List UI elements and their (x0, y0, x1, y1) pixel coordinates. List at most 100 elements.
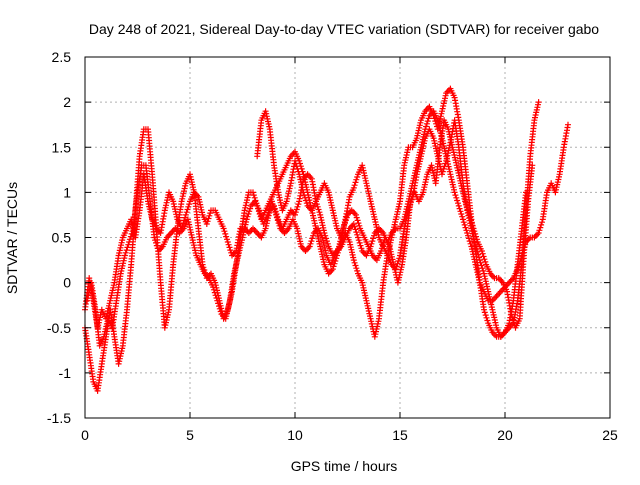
data-point (353, 187, 355, 189)
data-point (531, 164, 533, 166)
x-tick-label: 10 (287, 427, 303, 443)
data-point (433, 137, 435, 139)
data-point (452, 146, 453, 148)
data-point (254, 200, 256, 202)
data-point (399, 255, 401, 257)
data-point (416, 173, 418, 175)
data-point (466, 182, 468, 184)
data-point (134, 237, 136, 238)
data-point (542, 218, 544, 220)
data-point (296, 227, 298, 229)
data-point (334, 255, 336, 257)
data-point (145, 164, 147, 166)
data-point (332, 209, 334, 211)
data-point (370, 200, 372, 202)
data-point (454, 97, 456, 99)
y-tick-label: 2 (63, 94, 71, 110)
data-point (449, 88, 451, 90)
data-point (244, 209, 246, 211)
data-point (189, 173, 191, 175)
data-point (332, 268, 334, 270)
data-point (265, 209, 267, 211)
data-point (399, 227, 401, 229)
data-point (512, 300, 514, 302)
data-point (223, 227, 225, 229)
data-points (82, 85, 571, 394)
data-point (292, 218, 294, 220)
data-point (437, 128, 439, 130)
data-point (521, 227, 523, 229)
data-point (426, 173, 428, 175)
data-point (500, 336, 502, 338)
data-point (225, 318, 227, 320)
data-point (214, 282, 216, 284)
data-point (319, 214, 321, 216)
data-point (290, 182, 292, 184)
data-point (563, 146, 565, 148)
data-point (92, 381, 94, 383)
data-point (414, 191, 416, 193)
data-point (315, 200, 317, 202)
data-point (307, 191, 309, 193)
data-point (391, 264, 393, 266)
data-point (357, 273, 359, 275)
data-point (500, 291, 502, 293)
data-point (252, 191, 254, 193)
data-point (260, 237, 262, 238)
data-point (120, 273, 122, 275)
data-point (258, 209, 260, 211)
data-point (489, 273, 491, 275)
data-point (294, 151, 296, 153)
data-point (279, 227, 281, 229)
data-point (252, 227, 254, 229)
data-point (533, 237, 535, 238)
data-point (164, 209, 166, 211)
data-point (307, 205, 309, 207)
data-point (126, 227, 128, 229)
data-point (470, 246, 472, 248)
data-point (458, 205, 460, 207)
data-point (405, 237, 407, 238)
data-point (187, 218, 189, 220)
data-point (128, 241, 130, 243)
x-tick-label: 5 (186, 427, 194, 443)
data-point (416, 164, 418, 166)
data-point (496, 336, 498, 338)
data-point (311, 178, 313, 180)
data-point (229, 300, 231, 302)
data-point (185, 214, 187, 216)
data-point (189, 200, 191, 202)
data-point (269, 128, 271, 130)
data-point (487, 322, 489, 324)
data-point (158, 250, 159, 252)
data-point (277, 191, 279, 193)
data-point (361, 250, 363, 252)
data-point (374, 218, 376, 220)
data-point (494, 277, 495, 279)
data-point (491, 331, 493, 333)
data-point (179, 232, 180, 234)
data-point (454, 191, 456, 193)
data-point (437, 155, 439, 157)
data-point (132, 227, 134, 229)
data-point (321, 237, 323, 238)
data-point (288, 227, 290, 229)
data-point (118, 255, 120, 257)
data-point (200, 264, 201, 266)
data-point (302, 191, 304, 193)
data-point (428, 115, 430, 117)
data-point (487, 300, 489, 302)
data-point (130, 264, 132, 266)
data-point (422, 191, 424, 193)
y-tick-label: 1 (63, 184, 71, 200)
data-point (183, 227, 185, 229)
data-point (305, 250, 306, 252)
data-point (349, 227, 351, 229)
data-point (401, 264, 403, 266)
data-point (113, 336, 115, 338)
data-point (206, 223, 208, 225)
data-point (313, 232, 315, 234)
data-point (485, 264, 487, 266)
data-point (491, 309, 493, 311)
data-point (281, 209, 283, 211)
